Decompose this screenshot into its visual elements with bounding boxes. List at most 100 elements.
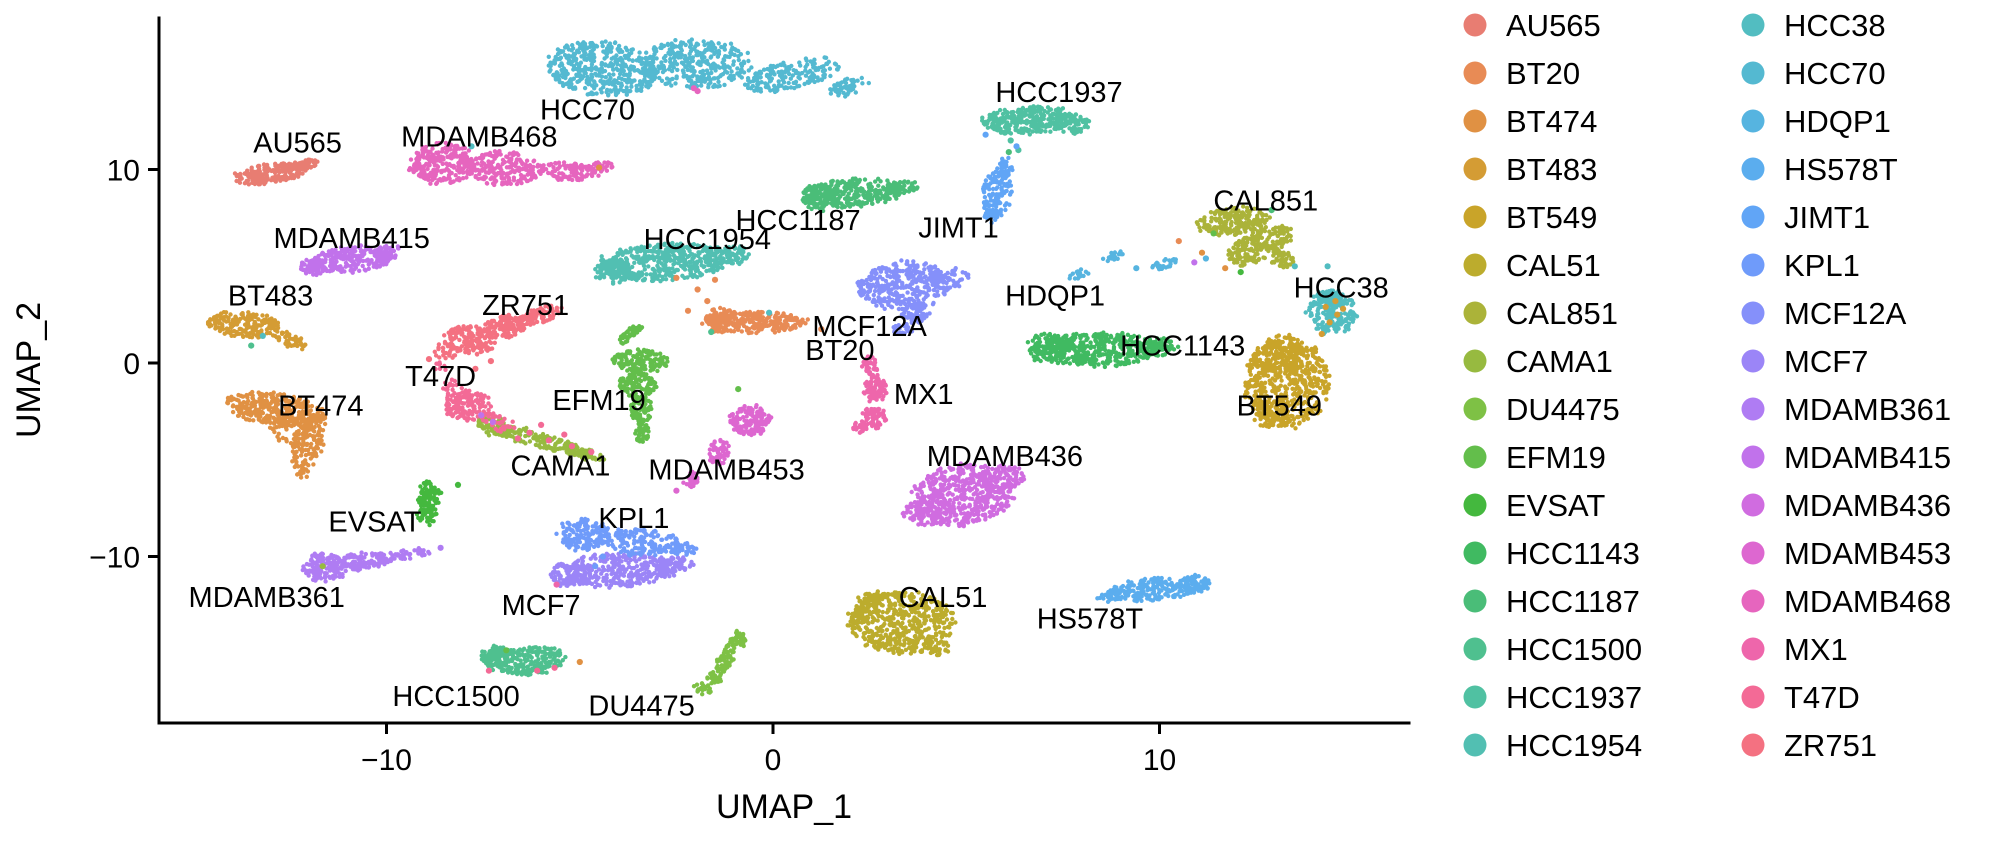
cluster-MDAMB361 [300,546,432,584]
cluster-label-MDAMB453: MDAMB453 [648,454,804,486]
legend-item-label: MDAMB436 [1784,488,1951,523]
stray-point [259,332,266,339]
cluster-label-BT549: BT549 [1237,391,1322,423]
stray-point [1324,263,1331,270]
cluster-label-JIMT1: JIMT1 [918,213,999,245]
legend-item-label: KPL1 [1784,248,1860,283]
legend-swatch-icon [1463,733,1487,757]
cluster-AU565 [232,157,320,187]
legend-item-HDQP1: HDQP1 [1741,104,1891,139]
cluster-labels-layer: AU565 BT20 BT474 BT483 BT549 CAL51 CAL851 CAMA1… [189,77,1389,722]
stray-point [1198,249,1206,256]
stray-point [735,386,742,393]
legend-item-CAL51: CAL51 [1463,248,1601,283]
stray-point [673,487,680,494]
x-axis-ticks: −10 0 10 [361,723,1176,777]
legend-item-label: JIMT1 [1784,200,1870,235]
stray-point [1210,230,1217,237]
cluster-label-DU4475: DU4475 [588,691,694,723]
stray-point [1268,207,1275,214]
stray-point [818,326,825,333]
legend-swatch-icon [1741,397,1765,421]
legend-item-HCC1143: HCC1143 [1463,536,1640,571]
cluster-label-MDAMB361: MDAMB361 [189,582,345,614]
stray-point [478,412,485,419]
cluster-MDAMB453 [681,403,774,490]
stray-point [553,581,560,588]
legend-swatch-icon [1741,61,1765,85]
cluster-BT483 [205,310,308,352]
legend-item-label: HCC1187 [1506,584,1640,619]
legend-item-label: HCC1937 [1506,680,1642,715]
cluster-label-HCC1937: HCC1937 [995,77,1122,109]
legend-item-MX1: MX1 [1741,632,1848,667]
legend-item-label: CAMA1 [1506,344,1613,379]
legend-item-label: BT474 [1506,104,1597,139]
cluster-HCC1937 [980,104,1092,137]
cluster-HCC1187 [800,176,920,214]
cluster-HS578T [1095,572,1212,605]
stray-point [561,431,568,438]
cluster-label-MCF12A: MCF12A [812,311,927,343]
axes: −10 0 10 10 0 −10 UMAP_1 UMAP_2 [10,16,1411,826]
stray-point [1202,255,1209,262]
legend-item-label: BT483 [1506,152,1597,187]
stray-point [454,481,462,488]
legend-item-BT474: BT474 [1463,104,1597,139]
stray-point [1322,303,1329,310]
legend-swatch-icon [1741,13,1765,37]
legend-swatch-icon [1741,349,1765,373]
stray-point [1191,259,1198,266]
legend-swatch-icon [1463,637,1487,661]
y-tick-label: 0 [123,348,140,381]
legend-item-label: MDAMB453 [1784,536,1951,571]
legend-item-label: MDAMB468 [1784,584,1951,619]
legend-swatch-icon [1741,637,1765,661]
stray-point [1326,319,1333,326]
cluster-label-BT483: BT483 [228,280,313,312]
cluster-JIMT1 [981,155,1015,226]
legend-swatch-icon [1741,493,1765,517]
cluster-CAL51 [845,589,958,658]
stray-point [534,667,541,674]
y-tick-label: −10 [89,542,140,575]
stray-point [472,365,479,372]
legend-swatch-icon [1741,157,1765,181]
legend-item-label: DU4475 [1506,392,1620,427]
legend-item-label: CAL851 [1506,296,1618,331]
legend-item-MCF7: MCF7 [1741,344,1868,379]
legend-swatch-icon [1463,541,1487,565]
cluster-label-AU565: AU565 [253,127,342,159]
cluster-label-MX1: MX1 [894,379,954,411]
legend-swatch-icon [1463,445,1487,469]
cluster-MDAMB468 [406,140,615,188]
cluster-label-HCC38: HCC38 [1294,273,1389,305]
stray-point [599,553,607,560]
stray-point [545,437,552,444]
cluster-label-KPL1: KPL1 [598,503,669,535]
legend-item-label: ZR751 [1784,728,1877,763]
legend-item-HCC70: HCC70 [1741,56,1886,91]
legend-item-label: MDAMB361 [1784,392,1951,427]
stray-point [611,557,618,564]
cluster-MCF12A [855,258,971,336]
cluster-label-CAL851: CAL851 [1213,186,1318,218]
legend-item-label: HCC1500 [1506,632,1642,667]
stray-point [487,358,494,365]
legend-item-label: HS578T [1784,152,1898,187]
stray-point [1175,238,1182,245]
stray-point [489,418,496,426]
legend-item-CAMA1: CAMA1 [1463,344,1613,379]
legend-item-HCC1500: HCC1500 [1463,632,1642,667]
legend-swatch-icon [1741,205,1765,229]
cluster-label-BT474: BT474 [278,391,363,423]
stray-point [766,309,773,316]
legend-item-MDAMB468: MDAMB468 [1741,584,1951,619]
legend-swatch-icon [1463,301,1487,325]
cluster-label-MDAMB468: MDAMB468 [401,122,557,154]
stray-point [551,664,558,671]
legend-item-BT483: BT483 [1463,152,1597,187]
x-tick-label: −10 [361,744,412,777]
legend-item-MCF12A: MCF12A [1741,296,1907,331]
legend-swatch-icon [1741,685,1765,709]
